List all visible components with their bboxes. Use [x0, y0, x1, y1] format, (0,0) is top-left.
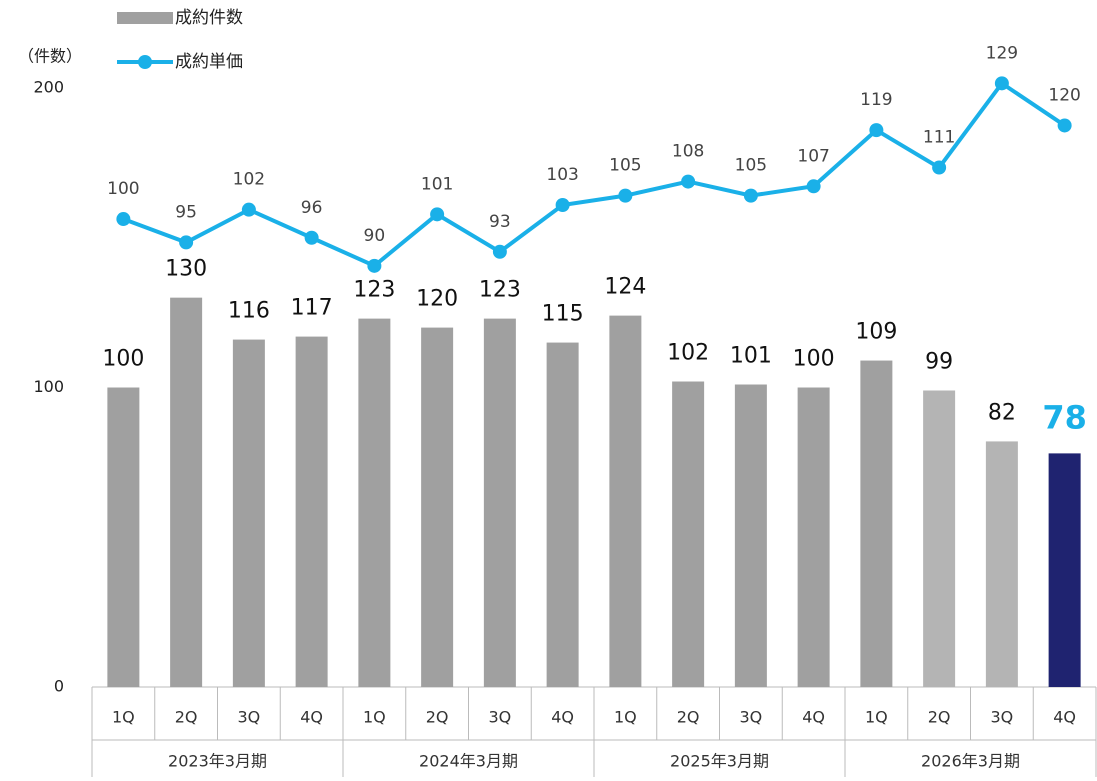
x-tick-label: 1Q — [865, 708, 888, 727]
line-point — [555, 197, 570, 212]
line-data-label: 103 — [546, 165, 578, 185]
y-tick-label: 200 — [33, 78, 64, 97]
bar — [672, 381, 705, 687]
bar-data-label: 117 — [291, 296, 333, 321]
x-tick-label: 1Q — [614, 708, 637, 727]
bar — [1048, 453, 1081, 687]
x-tick-label: 3Q — [237, 708, 260, 727]
line-point — [869, 123, 884, 138]
bar — [860, 360, 893, 687]
x-tick-label: 3Q — [990, 708, 1013, 727]
line-data-label: 105 — [735, 156, 767, 176]
x-tick-label: 3Q — [488, 708, 511, 727]
bar — [358, 318, 391, 687]
line-data-label: 101 — [421, 174, 453, 194]
line-point — [994, 76, 1009, 91]
bar — [483, 318, 516, 687]
group-label: 2023年3月期 — [168, 752, 267, 771]
line-point — [681, 174, 696, 189]
line-point — [179, 235, 194, 250]
x-tick-label: 3Q — [739, 708, 762, 727]
line-data-label: 119 — [860, 90, 892, 110]
bar — [734, 384, 767, 687]
group-label: 2024年3月期 — [419, 752, 518, 771]
line-point — [116, 212, 131, 227]
bar-data-label: 123 — [479, 278, 521, 303]
y-tick-label: 100 — [33, 377, 64, 396]
bar-data-label: 120 — [416, 287, 458, 312]
line-data-label: 120 — [1048, 85, 1080, 105]
line-data-label: 111 — [923, 128, 955, 148]
line-data-label: 93 — [489, 212, 511, 232]
line-data-label: 96 — [301, 198, 323, 218]
line-point — [743, 188, 758, 203]
line-point — [304, 230, 319, 245]
line-data-label: 100 — [107, 179, 139, 199]
bar — [107, 387, 140, 687]
x-tick-label: 1Q — [112, 708, 135, 727]
bar-data-label: 116 — [228, 299, 270, 324]
x-tick-label: 4Q — [802, 708, 825, 727]
x-tick-label: 2Q — [677, 708, 700, 727]
line-point — [367, 258, 382, 273]
bar-data-label: 101 — [730, 344, 772, 369]
line-data-label: 90 — [364, 226, 386, 246]
group-label: 2025年3月期 — [670, 752, 769, 771]
bar — [421, 327, 454, 687]
bar-data-label: 78 — [1042, 398, 1087, 436]
y-axis-label: （件数） — [18, 47, 82, 66]
bar-data-label: 102 — [667, 341, 709, 366]
line-point — [430, 207, 445, 222]
bar-data-label: 99 — [925, 349, 953, 374]
x-tick-label: 4Q — [551, 708, 574, 727]
line-point — [618, 188, 633, 203]
line-point — [1057, 118, 1072, 133]
bar-data-label: 115 — [542, 302, 584, 327]
line-point — [932, 160, 947, 175]
bar-data-label: 100 — [102, 347, 144, 372]
group-label: 2026年3月期 — [921, 752, 1020, 771]
bar-data-label: 124 — [604, 275, 646, 300]
line-point — [241, 202, 256, 217]
bar-data-label: 123 — [353, 278, 395, 303]
line-point — [492, 244, 507, 259]
bar-data-label: 130 — [165, 257, 207, 282]
line-data-label: 107 — [797, 146, 829, 166]
bar — [295, 336, 328, 687]
legend-swatch-dot — [138, 55, 152, 69]
line-data-label: 95 — [175, 202, 197, 222]
x-tick-label: 4Q — [1053, 708, 1076, 727]
x-tick-label: 2Q — [175, 708, 198, 727]
bar — [546, 342, 579, 687]
bar-data-label: 109 — [855, 320, 897, 345]
line-point — [806, 179, 821, 194]
line — [122, 80, 1066, 269]
line-data-label: 108 — [672, 142, 704, 162]
legend-label: 成約単価 — [175, 52, 243, 72]
bar — [232, 339, 265, 687]
bar-data-label: 82 — [988, 400, 1016, 425]
x-tick-label: 1Q — [363, 708, 386, 727]
bar — [923, 390, 956, 687]
bar — [797, 387, 830, 687]
bar-data-label: 100 — [793, 347, 835, 372]
line-data-label: 129 — [986, 43, 1018, 63]
legend-label: 成約件数 — [175, 8, 243, 28]
y-tick-label: 0 — [54, 677, 64, 696]
legend-swatch — [117, 12, 173, 24]
line-data-label: 102 — [233, 170, 265, 190]
x-tick-label: 2Q — [426, 708, 449, 727]
x-tick-label: 2Q — [928, 708, 951, 727]
line-data-label: 105 — [609, 156, 641, 176]
bar — [170, 297, 203, 687]
x-tick-label: 4Q — [300, 708, 323, 727]
bar — [609, 315, 642, 687]
bar — [985, 441, 1018, 687]
